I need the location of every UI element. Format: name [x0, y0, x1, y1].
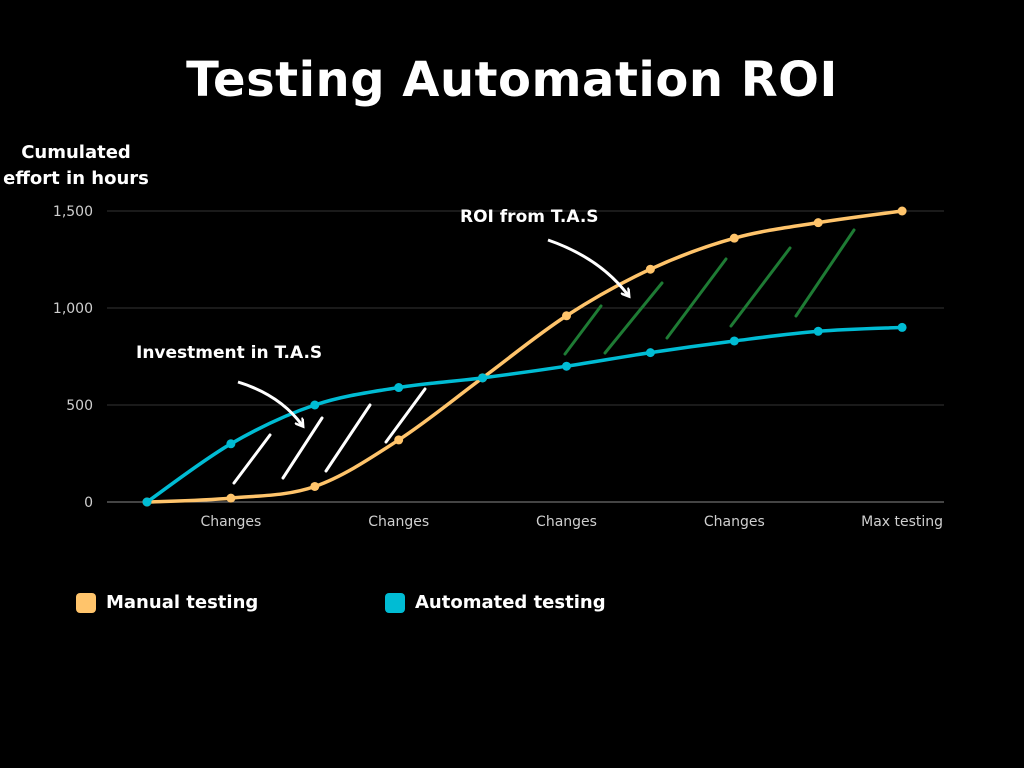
data-point-automated	[478, 373, 488, 383]
roi-hatch	[563, 304, 603, 356]
data-point-manual	[394, 435, 404, 445]
y-tick-label: 500	[66, 398, 93, 414]
legend-swatch-automated	[385, 592, 405, 613]
x-tick-label: Changes	[704, 514, 765, 530]
legend-item-manual: Manual testing	[76, 592, 258, 613]
data-point-manual	[645, 264, 655, 274]
data-point-automated	[226, 439, 236, 449]
x-tick-label: Changes	[536, 514, 597, 530]
data-point-manual	[310, 481, 320, 491]
x-tick-label: Max testing	[861, 514, 943, 530]
data-point-automated	[562, 361, 571, 371]
x-tick-label: Changes	[200, 514, 261, 530]
investment-hatch	[281, 416, 324, 480]
legend-label-automated: Automated testing	[415, 592, 606, 613]
x-tick-label: Changes	[368, 514, 429, 530]
data-point-manual	[226, 493, 236, 503]
roi-annotation: ROI from T.A.S	[460, 207, 599, 227]
data-point-manual	[897, 206, 907, 216]
investment-hatch	[232, 433, 272, 485]
legend-item-automated: Automated testing	[385, 592, 606, 613]
data-point-automated	[813, 326, 823, 336]
legend-swatch-manual	[76, 592, 96, 613]
series-line-automated	[146, 325, 903, 504]
data-point-automated	[142, 497, 152, 507]
investment-hatch	[324, 403, 372, 473]
roi-hatch	[729, 246, 792, 328]
data-point-manual	[562, 311, 571, 321]
investment-hatch	[384, 387, 427, 444]
data-point-automated	[310, 400, 320, 410]
investment-arrow	[237, 380, 302, 425]
y-tick-label: 1,500	[53, 204, 93, 220]
data-point-automated	[394, 383, 404, 393]
investment-annotation: Investment in T.A.S	[136, 343, 322, 363]
roi-hatch	[665, 257, 728, 340]
chart-title: Testing Automation ROI	[186, 52, 838, 108]
y-tick-label: 0	[84, 495, 93, 511]
data-point-manual	[729, 233, 739, 243]
legend-label-manual: Manual testing	[106, 592, 259, 613]
series-line-manual	[146, 209, 903, 504]
data-point-manual	[813, 218, 823, 228]
roi-arrow	[547, 238, 628, 295]
data-point-automated	[729, 336, 739, 346]
y-tick-label: 1,000	[53, 301, 93, 317]
roi-hatch	[603, 281, 664, 355]
y-axis-label: Cumulated effort in hours	[3, 142, 149, 189]
data-point-automated	[897, 322, 907, 332]
roi-hatch	[794, 228, 856, 318]
data-point-automated	[645, 348, 655, 358]
